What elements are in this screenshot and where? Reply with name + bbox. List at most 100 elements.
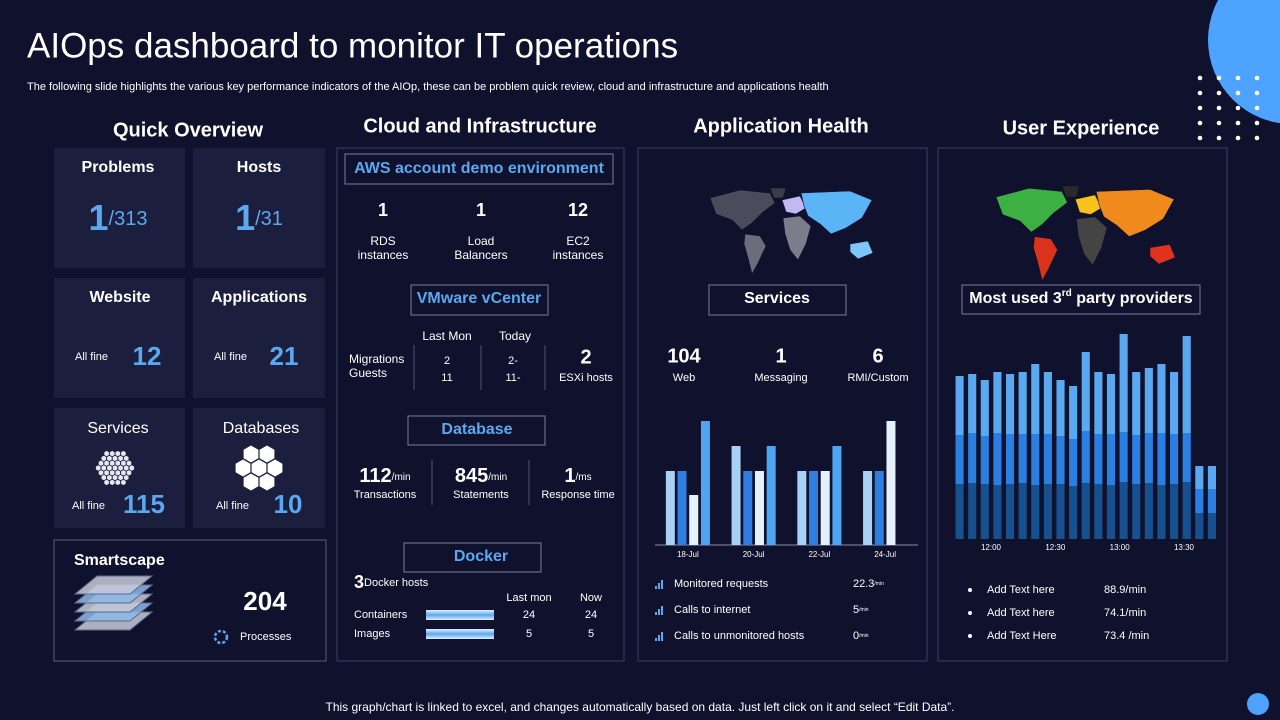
tile-label: Applications xyxy=(211,289,307,306)
text-part: 1 xyxy=(89,197,109,238)
bar-segment xyxy=(1157,364,1166,433)
stat-label: instances xyxy=(358,248,409,262)
bar-segment xyxy=(993,485,1002,539)
text-part: /31 xyxy=(255,208,283,230)
map-region xyxy=(1061,185,1081,198)
bar xyxy=(665,471,675,545)
decor-dot xyxy=(1254,135,1260,141)
map-region xyxy=(1033,236,1058,282)
tile-status: All fine xyxy=(75,351,108,363)
metric-icon xyxy=(658,635,660,641)
text-part: rd xyxy=(1062,288,1072,299)
map-region xyxy=(1149,243,1176,265)
bar-segment xyxy=(1031,485,1040,539)
bar-segment xyxy=(1207,466,1216,489)
x-tick-label: 13:00 xyxy=(1110,543,1131,552)
hex-icon xyxy=(104,460,109,466)
layer-icon xyxy=(73,575,154,595)
subtitle: The following slide highlights the vario… xyxy=(27,81,829,93)
decor-dot xyxy=(1197,135,1203,141)
column-header: Last mon xyxy=(506,592,551,604)
hex-icon xyxy=(107,455,112,462)
bar-segment xyxy=(1081,431,1090,483)
bar-segment xyxy=(1182,433,1191,482)
decor-dot xyxy=(1254,105,1260,111)
bar-segment xyxy=(993,372,1002,433)
row-label: Migrations xyxy=(349,352,404,366)
bar-segment xyxy=(1031,434,1040,485)
tile-value: 1/313 xyxy=(89,197,148,238)
text-part: 22.3 xyxy=(853,578,874,590)
text-part: 1 xyxy=(564,465,575,487)
bar-segment xyxy=(955,484,964,539)
hex-icon xyxy=(101,455,107,462)
decor-dot xyxy=(1235,105,1241,111)
bar-segment xyxy=(1170,484,1179,539)
bar-segment xyxy=(993,433,1002,485)
bar xyxy=(820,471,830,545)
bar-segment xyxy=(1018,372,1027,434)
tile-value: 115 xyxy=(123,489,165,519)
column-header: Now xyxy=(580,592,602,604)
bar-segment xyxy=(1056,380,1065,436)
tile-label: Smartscape xyxy=(74,552,165,569)
hex-icon xyxy=(267,459,283,477)
x-tick-label: 20-Jul xyxy=(743,550,765,559)
panel xyxy=(937,147,1228,662)
hex-icon xyxy=(126,460,132,466)
hex-icon xyxy=(118,465,123,471)
tile-label: Website xyxy=(89,289,150,306)
bar-segment xyxy=(980,380,989,436)
stat-value: 6 xyxy=(872,345,883,367)
bar xyxy=(677,471,687,545)
sub-box xyxy=(410,284,549,316)
stat-value: 112/min xyxy=(359,465,410,487)
hex-icon xyxy=(112,474,118,481)
bar-segment xyxy=(1106,374,1116,434)
text-part: /min xyxy=(392,472,411,483)
bar xyxy=(874,471,884,545)
text-part: 0 xyxy=(853,630,859,642)
hex-icon xyxy=(121,470,126,476)
hex-icon xyxy=(95,465,101,471)
bar-segment xyxy=(1056,436,1065,484)
metric-icon xyxy=(661,632,663,641)
bar-segment xyxy=(1119,482,1128,539)
cell: 11- xyxy=(505,372,520,384)
hex-icon xyxy=(121,450,126,457)
map-region xyxy=(743,233,767,275)
bar xyxy=(886,421,896,545)
bar-segment xyxy=(1195,513,1204,539)
bar-segment xyxy=(1207,489,1216,513)
tile-label: Databases xyxy=(223,420,300,437)
tile-value: 10 xyxy=(274,489,303,519)
bar-segment xyxy=(1144,433,1153,483)
section-heading: User Experience xyxy=(1003,117,1160,139)
hex-icon xyxy=(107,474,112,481)
map-region xyxy=(709,189,776,231)
decor-circle xyxy=(1208,0,1280,124)
hex-icon xyxy=(129,465,135,471)
hex-icon xyxy=(107,465,112,471)
bullet xyxy=(968,611,972,615)
text-part: 845 xyxy=(455,465,488,487)
bar-segment xyxy=(1106,434,1116,485)
bar xyxy=(731,446,741,545)
bar-segment xyxy=(1170,372,1179,434)
bar-segment xyxy=(1195,489,1204,513)
hex-icon xyxy=(259,445,275,463)
bar-segment xyxy=(1094,484,1103,539)
hex-icon xyxy=(109,450,115,457)
hex-icon xyxy=(243,473,259,491)
item-label: Add Text Here xyxy=(987,630,1057,642)
decor-dot xyxy=(1216,90,1222,96)
panel xyxy=(637,147,928,662)
bullet xyxy=(968,634,972,638)
section-heading: Quick Overview xyxy=(113,119,264,141)
tile-status: All fine xyxy=(214,351,247,363)
text-part: 1 xyxy=(235,197,255,238)
bar xyxy=(766,446,776,545)
sub-box xyxy=(407,415,546,446)
bar-segment xyxy=(1094,372,1103,434)
x-tick-label: 13:30 xyxy=(1174,543,1195,552)
